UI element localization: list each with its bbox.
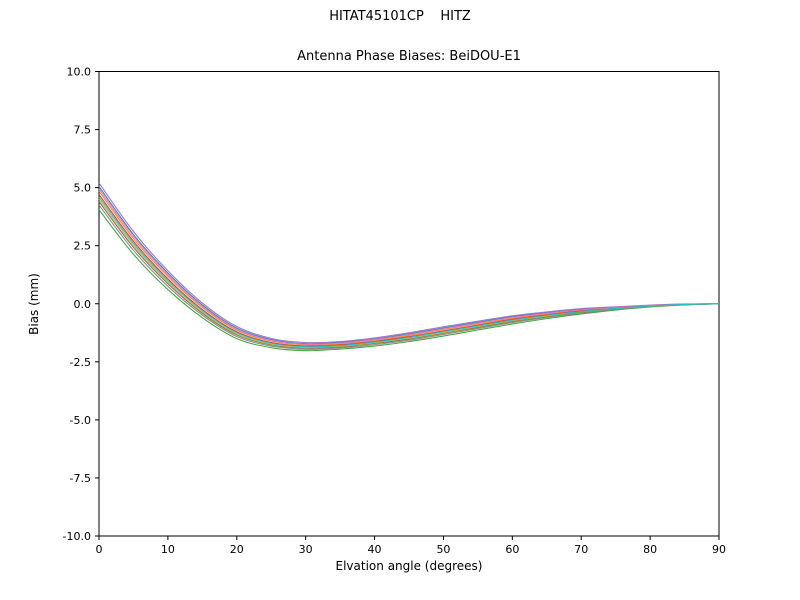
series-line-bias-curve-1 (98, 186, 720, 345)
series-line-bias-curve-2 (98, 190, 720, 346)
y-tick-label: 10.0 (67, 66, 92, 79)
x-tick-label: 70 (574, 543, 588, 556)
y-tick-label: 7.5 (74, 124, 92, 137)
x-tick-label: 60 (505, 543, 519, 556)
y-tick-label: 5.0 (74, 182, 92, 195)
series-line-bias-curve-8 (98, 204, 720, 350)
y-tick-label: -5.0 (70, 414, 91, 427)
figure-suptitle: HITAT45101CP HITZ (329, 9, 471, 24)
series-line-bias-curve-6 (98, 201, 720, 349)
y-tick-label: -10.0 (63, 530, 91, 543)
x-tick-label: 80 (643, 543, 657, 556)
y-tick-label: 2.5 (74, 240, 92, 253)
x-tick-label: 50 (436, 543, 450, 556)
series-line-bias-curve-4 (98, 194, 720, 347)
y-tick-label: 0.0 (74, 298, 92, 311)
x-tick-label: 0 (96, 543, 103, 556)
y-tick-label: -7.5 (70, 472, 91, 485)
y-axis-label: Bias (mm) (27, 273, 41, 335)
x-tick-label: 20 (230, 543, 244, 556)
x-tick-label: 30 (299, 543, 313, 556)
series-line-bias-curve-5 (98, 182, 720, 344)
series-line-bias-curve-10 (98, 196, 720, 348)
x-tick-label: 90 (712, 543, 726, 556)
series-line-bias-curve-9 (98, 198, 720, 349)
x-axis-label: Elvation angle (degrees) (335, 559, 483, 573)
x-tick-label: 10 (161, 543, 175, 556)
x-tick-label: 40 (368, 543, 382, 556)
chart-title: Antenna Phase Biases: BeiDOU-E1 (297, 49, 521, 64)
series-line-bias-curve-7 (98, 188, 720, 345)
y-tick-label: -2.5 (70, 356, 91, 369)
series-line-bias-curve-3 (98, 209, 720, 352)
